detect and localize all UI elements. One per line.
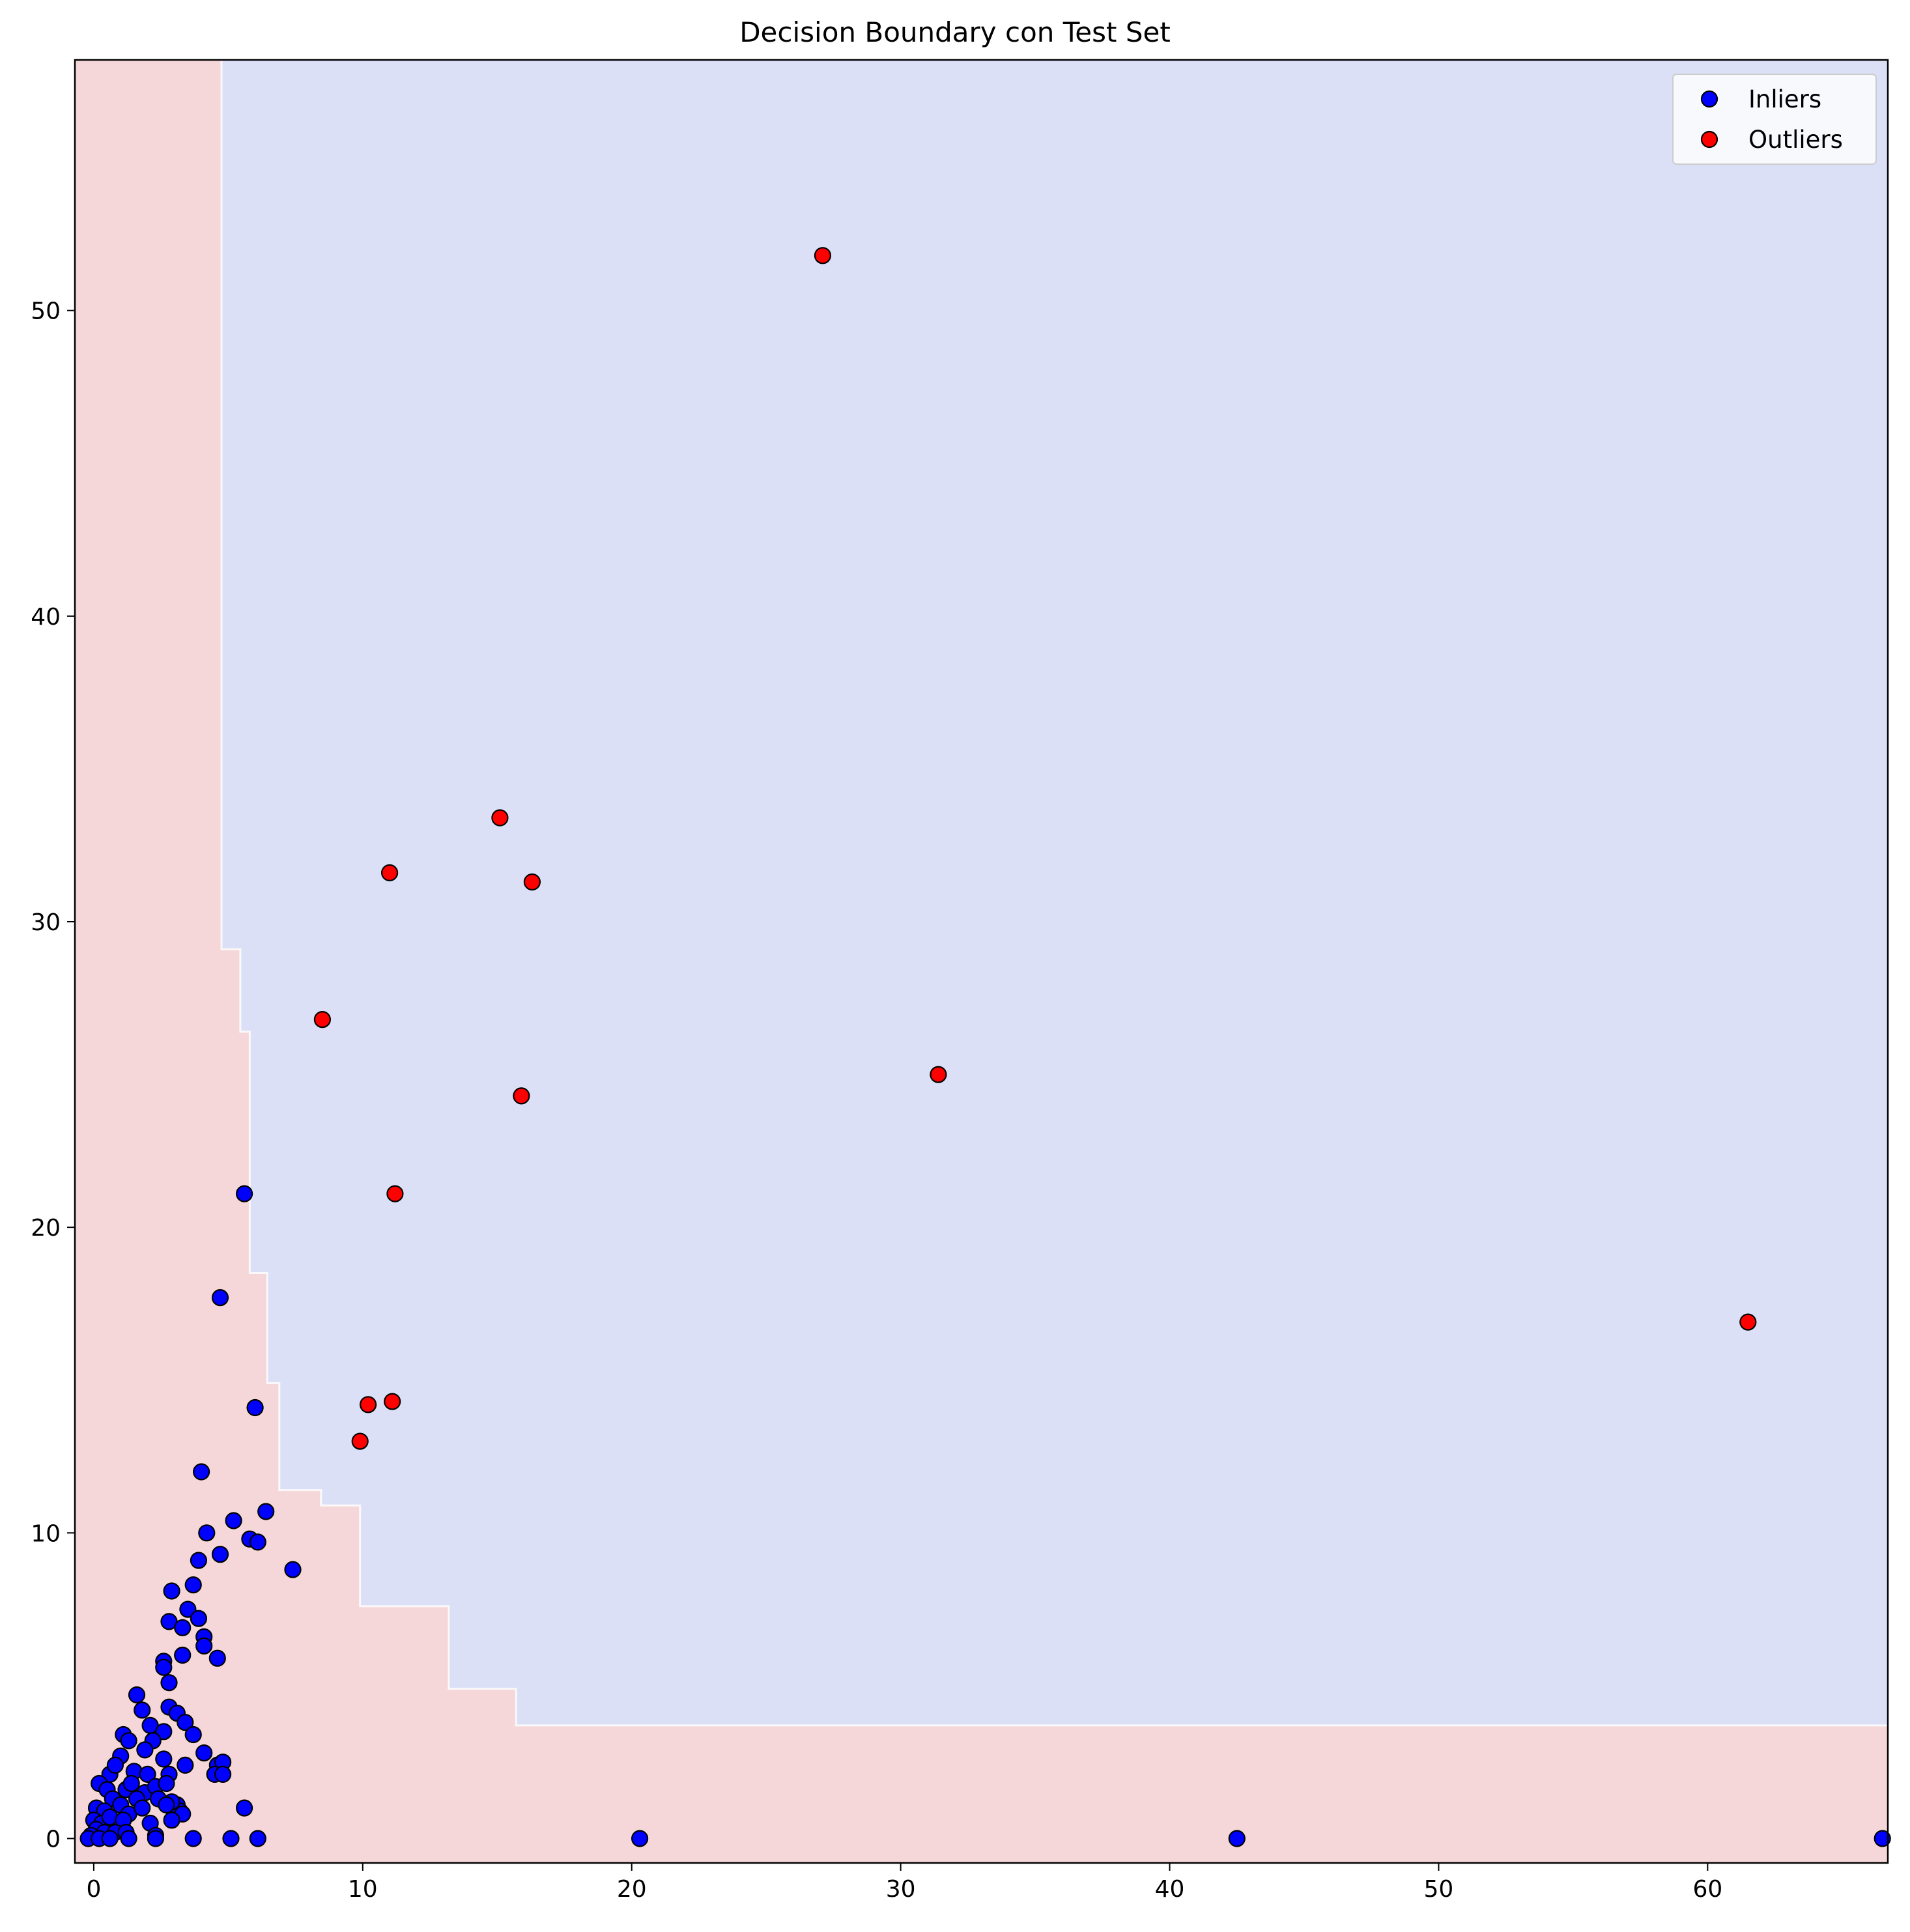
legend-marker-inliers bbox=[1700, 90, 1718, 108]
x-tick-label: 20 bbox=[617, 1876, 647, 1903]
inlier-point-37 bbox=[177, 1756, 194, 1774]
points-layer bbox=[79, 247, 1891, 1847]
inlier-point-44 bbox=[106, 1756, 124, 1774]
y-tick-label: 20 bbox=[31, 1215, 61, 1242]
outlier-point-5 bbox=[930, 1066, 947, 1083]
inlier-point-86 bbox=[120, 1830, 137, 1847]
y-tick-label: 30 bbox=[31, 909, 61, 936]
inlier-point-6 bbox=[198, 1524, 216, 1542]
outlier-point-11 bbox=[351, 1432, 369, 1450]
inlier-point-4 bbox=[257, 1503, 275, 1520]
inlier-point-76 bbox=[163, 1811, 180, 1829]
inlier-point-91 bbox=[631, 1830, 649, 1847]
chart-title: Decision Boundary con Test Set bbox=[739, 16, 1171, 48]
inlier-point-8 bbox=[249, 1533, 266, 1551]
plot-area bbox=[74, 59, 1891, 1864]
inlier-point-11 bbox=[284, 1561, 302, 1578]
inlier-point-15 bbox=[190, 1610, 207, 1627]
inlier-point-89 bbox=[222, 1830, 240, 1847]
inlier-point-17 bbox=[174, 1619, 192, 1636]
inlier-point-26 bbox=[134, 1701, 151, 1719]
inlier-point-0 bbox=[236, 1185, 253, 1202]
inlier-point-2 bbox=[246, 1399, 264, 1417]
outlier-point-8 bbox=[1739, 1313, 1757, 1331]
outlier-point-7 bbox=[386, 1185, 404, 1202]
x-tick-label: 30 bbox=[886, 1876, 916, 1903]
outlier-point-1 bbox=[491, 809, 509, 827]
inlier-point-53 bbox=[122, 1774, 140, 1793]
outlier-point-9 bbox=[359, 1396, 377, 1413]
x-tick-label: 50 bbox=[1424, 1876, 1454, 1903]
inlier-point-56 bbox=[158, 1774, 175, 1793]
inlier-point-24 bbox=[160, 1674, 178, 1692]
inlier-point-13 bbox=[163, 1582, 180, 1600]
legend-box bbox=[1672, 74, 1877, 165]
inlier-point-12 bbox=[184, 1576, 202, 1594]
x-tick-label: 40 bbox=[1155, 1876, 1185, 1903]
outlier-point-2 bbox=[380, 864, 399, 882]
inlier-point-29 bbox=[177, 1714, 194, 1731]
inlier-point-40 bbox=[155, 1750, 173, 1768]
inlier-point-92 bbox=[1228, 1830, 1246, 1847]
inlier-point-9 bbox=[211, 1546, 229, 1563]
inlier-point-46 bbox=[139, 1765, 156, 1783]
legend: Inliers Outliers bbox=[1672, 74, 1877, 165]
inlier-point-23 bbox=[155, 1658, 173, 1676]
legend-label-inliers: Inliers bbox=[1748, 85, 1821, 113]
y-tick-label: 50 bbox=[31, 298, 61, 325]
inlier-point-93 bbox=[1874, 1830, 1891, 1847]
x-tick-label: 0 bbox=[86, 1876, 101, 1903]
inlier-point-90 bbox=[249, 1830, 266, 1847]
outlier-point-0 bbox=[814, 247, 832, 264]
y-tick-label: 40 bbox=[31, 604, 61, 631]
inlier-point-20 bbox=[174, 1646, 192, 1664]
inlier-point-85 bbox=[101, 1830, 119, 1847]
plot-frame bbox=[74, 59, 1889, 1864]
legend-marker-outliers bbox=[1700, 130, 1718, 149]
y-tick-label: 10 bbox=[31, 1520, 61, 1547]
outlier-point-6 bbox=[513, 1087, 530, 1105]
inlier-point-21 bbox=[208, 1649, 226, 1667]
x-tick-label: 60 bbox=[1692, 1876, 1722, 1903]
inlier-region bbox=[221, 60, 1888, 1726]
inlier-point-64 bbox=[158, 1796, 175, 1813]
inlier-point-35 bbox=[120, 1732, 137, 1750]
inlier-point-33 bbox=[155, 1723, 173, 1740]
y-tick-label: 0 bbox=[46, 1826, 61, 1853]
outlier-point-3 bbox=[523, 873, 541, 891]
inlier-point-10 bbox=[190, 1552, 207, 1569]
x-axis: 0 10 20 30 40 50 60 bbox=[86, 1863, 1722, 1903]
inlier-point-70 bbox=[236, 1799, 253, 1817]
inlier-point-25 bbox=[128, 1686, 146, 1704]
inlier-point-68 bbox=[134, 1799, 151, 1817]
legend-label-outliers: Outliers bbox=[1748, 126, 1843, 154]
inlier-point-41 bbox=[136, 1741, 154, 1759]
inlier-point-19 bbox=[195, 1637, 213, 1655]
inlier-point-3 bbox=[193, 1463, 210, 1481]
outlier-point-4 bbox=[313, 1010, 331, 1029]
x-tick-label: 10 bbox=[348, 1876, 378, 1903]
inlier-point-49 bbox=[214, 1765, 232, 1783]
inlier-point-87 bbox=[147, 1830, 164, 1847]
y-axis: 0 10 20 30 40 50 bbox=[31, 298, 75, 1853]
inlier-point-88 bbox=[184, 1830, 202, 1847]
inlier-point-32 bbox=[184, 1726, 202, 1744]
decision-boundary-line bbox=[220, 60, 1888, 1727]
inlier-point-36 bbox=[195, 1744, 213, 1762]
outlier-point-10 bbox=[384, 1393, 401, 1410]
inlier-point-14 bbox=[179, 1600, 197, 1618]
inlier-point-1 bbox=[211, 1288, 229, 1307]
inlier-point-5 bbox=[225, 1512, 242, 1529]
